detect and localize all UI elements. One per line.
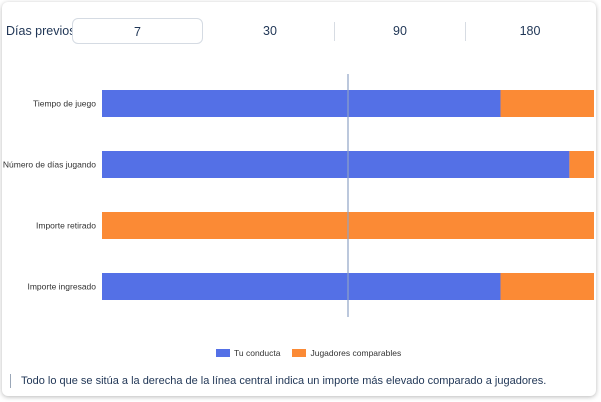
chart-legend: Tu conducta Jugadores comparables: [216, 348, 413, 358]
chart-footnote: Todo lo que se sitúa a la derecha de la …: [10, 374, 546, 388]
period-option-7[interactable]: 7: [72, 18, 203, 44]
legend-swatch-tu-conducta: [216, 349, 230, 357]
bar-segment-tu-conducta[interactable]: [102, 151, 570, 178]
period-divider: [465, 22, 466, 41]
period-selector: Días previos: 7 30 90 180: [2, 16, 596, 46]
comparison-bar-chart: Tiempo de juego Número de días jugando Imp…: [3, 74, 594, 317]
category-label: Importe retirado: [36, 221, 96, 231]
legend-swatch-jugadores-comparables: [292, 349, 307, 357]
behavior-comparison-card: Días previos: 7 30 90 180 Tiempo de jueg…: [2, 2, 596, 396]
legend-label-tu-conducta: Tu conducta: [234, 348, 281, 358]
period-option-90[interactable]: 90: [393, 24, 407, 38]
bar-segment-jugadores-comparables[interactable]: [569, 151, 594, 178]
bar-segment-tu-conducta[interactable]: [102, 273, 501, 300]
period-label: Días previos:: [6, 24, 79, 38]
category-label: Número de días jugando: [3, 160, 96, 170]
category-label: Tiempo de juego: [33, 99, 96, 109]
legend-item-jugadores-comparables[interactable]: Jugadores comparables: [292, 348, 401, 358]
category-label: Importe ingresado: [27, 282, 96, 292]
period-divider: [334, 22, 335, 41]
bar-segment-tu-conducta[interactable]: [102, 90, 501, 117]
bar-segment-jugadores-comparables[interactable]: [500, 273, 594, 300]
period-option-30[interactable]: 30: [263, 24, 277, 38]
period-option-180[interactable]: 180: [519, 24, 541, 38]
bar-segment-jugadores-comparables[interactable]: [500, 90, 594, 117]
legend-label-jugadores-comparables: Jugadores comparables: [310, 348, 402, 358]
legend-item-tu-conducta[interactable]: Tu conducta: [216, 348, 280, 358]
